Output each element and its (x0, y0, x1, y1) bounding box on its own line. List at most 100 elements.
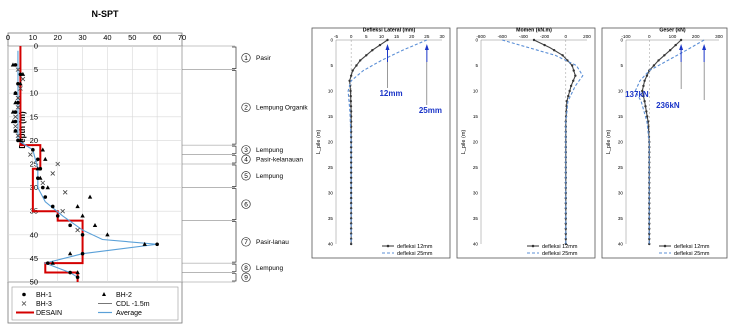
bh1-point (75, 275, 80, 280)
y-tick-label: 40 (618, 242, 624, 247)
bh1-point (155, 242, 159, 247)
nspt-legend (11, 286, 179, 321)
y-tick-label: 0 (475, 38, 478, 43)
series-marker (642, 94, 645, 98)
x-tick-label: -5 (334, 34, 339, 39)
nspt-y-tick-label: 40 (30, 230, 38, 239)
bh3-point (18, 86, 23, 91)
series-marker (648, 227, 651, 230)
series-marker (349, 145, 353, 149)
x-tick-label: 300 (715, 34, 723, 39)
series-marker (349, 186, 353, 190)
series-marker (378, 43, 382, 47)
bh1-point (50, 204, 55, 209)
series-marker (643, 79, 646, 83)
bh3-point (40, 180, 46, 186)
bh2-point (142, 241, 147, 246)
series-marker (645, 110, 648, 113)
x-tick-label: -200 (540, 34, 550, 39)
bh2-point (67, 251, 73, 256)
layer-number: 6 (244, 201, 248, 208)
bh2-point (92, 222, 98, 227)
bh2-point (20, 71, 26, 76)
layer-bracket (232, 155, 237, 164)
series-marker (648, 242, 651, 246)
layer-bracket (232, 263, 237, 272)
bh2-point (18, 138, 23, 142)
nspt-y-tick-label: 15 (30, 112, 38, 121)
series-marker (679, 38, 683, 42)
bh2-point (75, 204, 80, 209)
bh1-point (36, 157, 40, 162)
bh2-point (38, 175, 43, 180)
series-marker (572, 69, 575, 72)
series-marker (349, 89, 352, 93)
series-marker (349, 176, 353, 179)
nspt-x-tick-label: 40 (103, 33, 111, 42)
y-tick-label: 25 (473, 165, 479, 170)
layer-number-circle (241, 237, 251, 247)
x-tick-label: 200 (583, 34, 591, 39)
series-marker (641, 89, 644, 93)
layer-number: 8 (244, 265, 248, 272)
x-tick-label: 25 (424, 34, 430, 39)
y-tick-label: 15 (328, 114, 334, 119)
series-marker (349, 94, 352, 98)
layer-label: Pasir (256, 55, 272, 62)
geser-chart: Geser (kN)-100 0 100 200 3000510152025303540… (601, 28, 728, 259)
layer-label: Lempung (256, 173, 283, 180)
y-tick-label: 35 (473, 216, 479, 221)
momen-chart: Momen (kN.m) -800 -600 -400 -200 0 200 0 5 10 15 20… (456, 28, 596, 259)
nspt-x-tick-label: 60 (153, 33, 161, 42)
series-marker (572, 79, 575, 83)
bh3-point (62, 190, 68, 195)
legend-label: BH-1 (36, 292, 52, 299)
series-marker (349, 74, 353, 77)
y-tick-label: 10 (618, 89, 624, 94)
bh2-point (80, 213, 85, 218)
series-marker (349, 151, 353, 154)
layer-bracket (232, 188, 237, 220)
chart-title: Momen (kN.m) (516, 28, 552, 34)
bh2-point (35, 166, 41, 171)
series-marker (349, 227, 353, 230)
layer-number: 3 (244, 147, 248, 154)
legend-label: CDL -1.5m (116, 301, 150, 308)
series-line (634, 39, 705, 244)
soil-layer-column: 1 Pasir 2 Lempung Organik 3 Lempung 4 Pasir-kel… (182, 45, 308, 283)
annotation-label: 236kN (656, 101, 680, 110)
bh1-point (45, 261, 50, 265)
series-marker (644, 105, 647, 108)
bh1-point (80, 233, 85, 237)
series-marker (349, 196, 353, 200)
y-tick-label: 30 (473, 191, 479, 196)
annotation-arrow-head (385, 44, 390, 50)
y-tick-label: 20 (618, 140, 624, 145)
x-tick-label: -400 (519, 34, 529, 39)
series-marker (574, 74, 577, 77)
legend-label: DESAIN (36, 310, 62, 317)
series-marker (349, 212, 353, 215)
series-marker (543, 43, 546, 47)
bh1-point (80, 251, 85, 256)
y-tick-label: 0 (620, 38, 623, 43)
layer-label: Pasir-lanau (256, 239, 289, 246)
nspt-x-tick-label: 30 (78, 33, 86, 42)
x-tick-label: 10 (379, 34, 385, 39)
nspt-y-tick-label: 20 (30, 136, 38, 145)
y-tick-label: 25 (618, 165, 624, 170)
nspt-x-ticks: 0 10 20 30 40 50 60 70 (6, 33, 186, 42)
x-tick-label: 0 (350, 34, 353, 39)
series-marker (365, 54, 368, 57)
layer-number-circle (241, 145, 251, 155)
defleksi-chart: Defleksi Lateral (mm)-5 0 5 10 15 20 25 3005101… (311, 28, 451, 259)
x-tick-label: 15 (394, 34, 400, 39)
layer-number: 5 (244, 173, 248, 180)
bh3-point (55, 161, 60, 167)
series-marker (668, 49, 672, 52)
series-marker (648, 232, 651, 235)
legend-label: BH-2 (116, 292, 132, 299)
layer-number-circle (241, 171, 251, 181)
series-marker (652, 64, 656, 67)
